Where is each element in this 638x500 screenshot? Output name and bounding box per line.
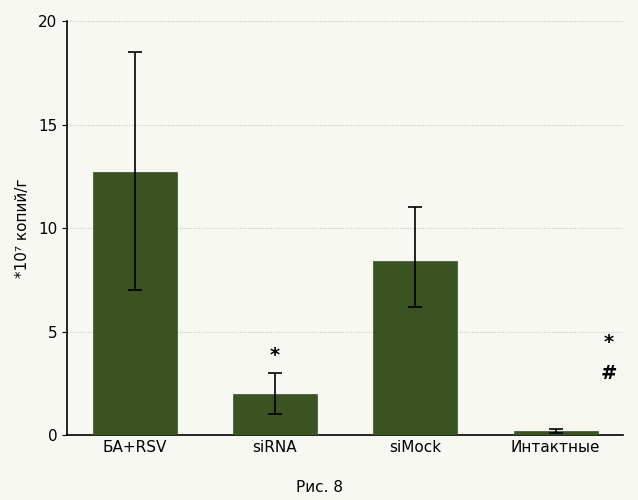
Bar <box>514 431 598 435</box>
Bar <box>373 261 457 435</box>
Bar <box>233 394 317 435</box>
Text: *: * <box>604 334 614 352</box>
Y-axis label: *10⁷ копий/г: *10⁷ копий/г <box>15 178 30 278</box>
Bar <box>93 172 177 435</box>
Text: Рис. 8: Рис. 8 <box>295 480 343 495</box>
Text: #: # <box>601 364 617 384</box>
Text: *: * <box>270 346 280 364</box>
